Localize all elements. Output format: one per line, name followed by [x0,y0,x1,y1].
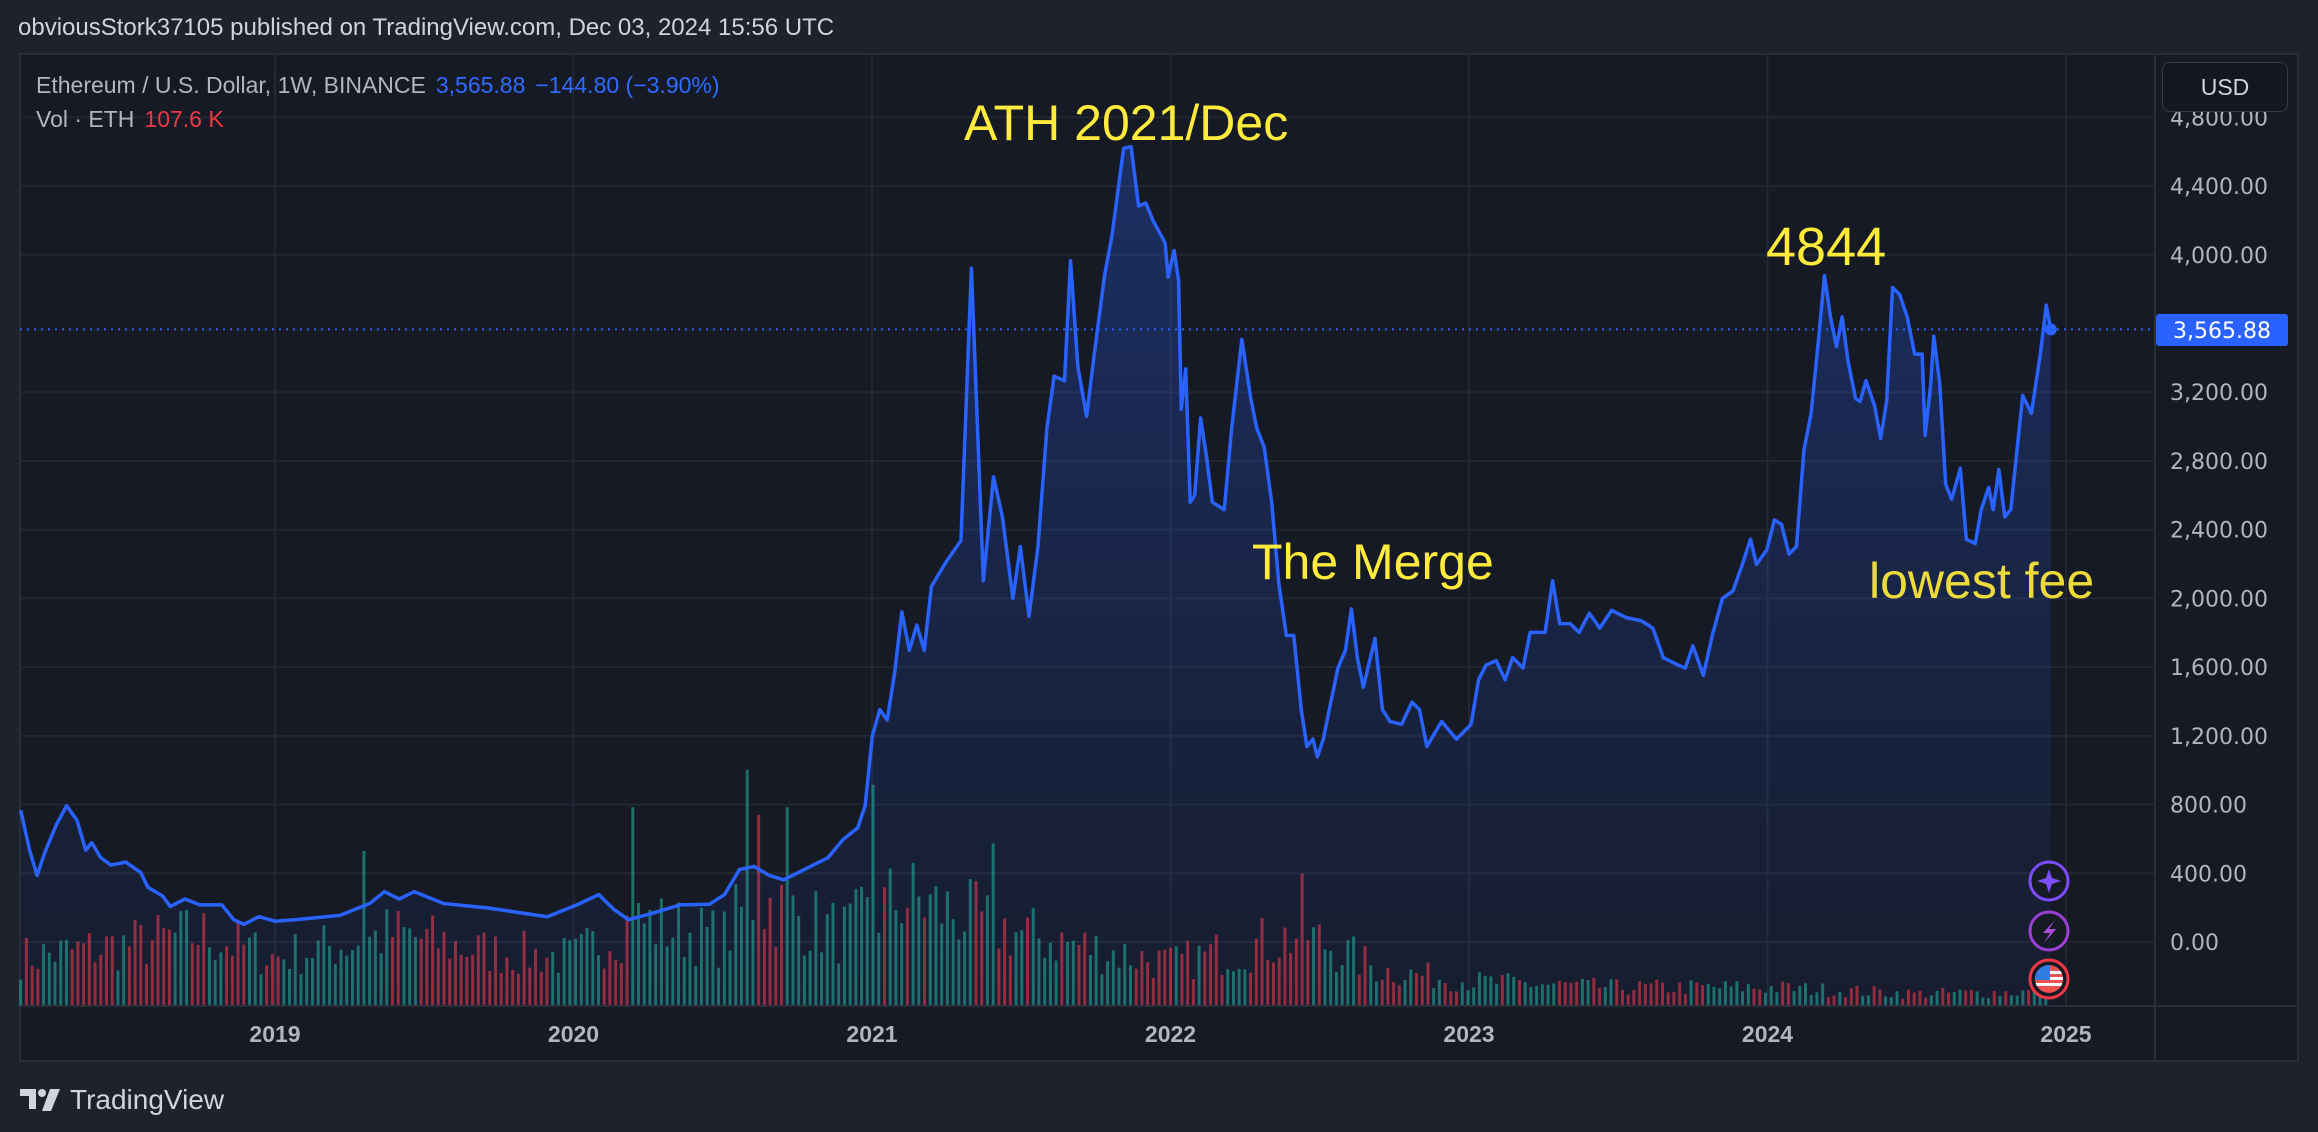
symbol-legend[interactable]: Ethereum / U.S. Dollar, 1W, BINANCE 3,565… [36,72,730,99]
annotation-lowest-fee[interactable]: lowest fee [1869,553,2095,609]
symbol-name: Ethereum / U.S. Dollar, 1W, BINANCE [36,72,426,98]
volume-legend[interactable]: Vol · ETH 107.6 K [36,106,234,133]
currency-button[interactable]: USD [2162,62,2288,112]
price-tick-label: 800.00 [2170,794,2247,819]
last-price-badge [2156,314,2288,346]
sparkle-icon [2037,869,2061,893]
time-tick-label: 2025 [2040,1021,2091,1047]
price-change: −144.80 (−3.90%) [535,72,720,98]
lightning-button[interactable] [2028,910,2070,952]
us-economic-events-button[interactable] [2028,958,2070,1000]
price-tick-label: 1,600.00 [2170,656,2268,681]
time-tick-label: 2023 [1443,1021,1494,1047]
price-tick-label: 4,400.00 [2170,175,2268,200]
time-tick-label: 2019 [249,1021,300,1047]
us-flag-icon [2035,965,2063,993]
tradingview-logo[interactable]: TradingView [20,1084,224,1116]
price-tick-label: 1,200.00 [2170,725,2268,750]
price-tick-label: 2,400.00 [2170,519,2268,544]
published-header: obviousStork37105 published on TradingVi… [18,14,835,41]
time-tick-label: 2022 [1145,1021,1196,1047]
volume-bar [631,807,635,1006]
time-tick-label: 2020 [548,1021,599,1047]
last-price-label: 3,565.88 [2173,319,2271,344]
last-price: 3,565.88 [435,72,526,98]
lightning-icon [2043,920,2056,943]
price-tick-label: 2,800.00 [2170,450,2268,475]
price-tick-label: 0.00 [2170,931,2219,956]
volume-label: Vol · ETH [36,106,135,132]
price-tick-label: 400.00 [2170,862,2247,887]
tradingview-logo-icon [20,1089,60,1111]
time-tick-label: 2021 [846,1021,897,1047]
price-tick-label: 2,000.00 [2170,587,2268,612]
price-line [18,144,2053,927]
sparkle-button[interactable] [2028,860,2070,902]
footer-brand: TradingView [70,1084,225,1115]
annotation-ath[interactable]: ATH 2021/Dec [964,95,1289,151]
annotation-4844[interactable]: 4844 [1766,217,1887,277]
volume-value: 107.6 K [144,106,224,132]
last-price-dot [2044,323,2057,336]
price-tick-label: 3,200.00 [2170,381,2268,406]
time-tick-label: 2024 [1742,1021,1793,1047]
time-axis[interactable]: 2019 2020 2021 2022 2023 2024 2025 [249,1021,2091,1047]
annotation-the-merge[interactable]: The Merge [1252,534,1494,590]
price-tick-label: 4,000.00 [2170,244,2268,269]
